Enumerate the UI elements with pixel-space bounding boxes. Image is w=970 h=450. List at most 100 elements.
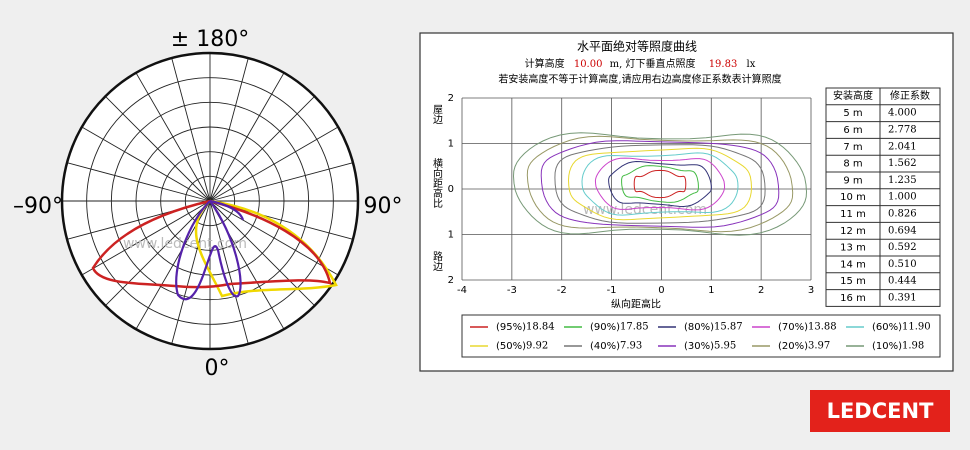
- logo-box: [810, 390, 950, 432]
- table-cell: 4.000: [888, 108, 917, 119]
- y-tick-label: 1: [448, 139, 454, 150]
- legend-label: (70%): [778, 322, 808, 333]
- table-cell: 16 m: [840, 293, 866, 304]
- legend: (95%) 18.84 (90%) 17.85 (80%) 15.87 (70%) 13.88…: [470, 322, 931, 352]
- polar-border: [60, 51, 360, 351]
- polar-spoke: [209, 72, 285, 202]
- intensity-curve: [91, 199, 332, 289]
- table-cell: 14 m: [840, 259, 866, 270]
- polar-spoke: [105, 96, 211, 202]
- table-header: 安装高度: [833, 89, 873, 102]
- polar-spoke: [171, 200, 211, 345]
- x-tick-label: -1: [607, 285, 617, 296]
- table-cell: 7 m: [843, 142, 862, 153]
- contour-line: [608, 160, 712, 208]
- x-tick-label: -2: [557, 285, 567, 296]
- legend-value: 9.92: [526, 341, 548, 352]
- legend-label: (40%): [590, 341, 620, 352]
- legend-value: 11.90: [902, 322, 931, 333]
- legend-label: (10%): [872, 341, 902, 352]
- x-axis-label: 纵向距高比: [611, 298, 661, 311]
- correction-table: 安装高度 修正系数 5 m 4.000 6 m 2.778 7 m 2.041 8 m 1.562…: [825, 87, 941, 307]
- legend-value: 13.88: [808, 322, 837, 333]
- contour-subtitle: 计算高度 10.00 m, 灯下垂直点照度 19.83 lx: [525, 57, 756, 70]
- polar-spoke: [135, 72, 211, 202]
- x-tick-label: 0: [658, 285, 664, 296]
- table-cell: 0.391: [888, 293, 917, 304]
- table-border: [825, 87, 941, 307]
- table-cell: 8 m: [843, 159, 862, 170]
- table-cell: 1.000: [888, 192, 917, 203]
- contour-line: [540, 140, 780, 228]
- x-tick-label: -3: [507, 285, 517, 296]
- polar-label: 90°: [364, 194, 403, 219]
- legend-label: (95%): [496, 322, 526, 333]
- y-axis-label: 屋边: [431, 104, 443, 125]
- legend-value: 7.93: [620, 341, 642, 352]
- y-tick-label: 0: [448, 184, 454, 195]
- legend-value: 17.85: [620, 322, 649, 333]
- legend-value: 18.84: [526, 322, 555, 333]
- table-cell: 13 m: [840, 243, 866, 254]
- polar-label: –90°: [13, 194, 63, 219]
- intensity-curve: [175, 199, 245, 301]
- contour-line: [581, 152, 739, 216]
- polar-label: 0°: [205, 356, 230, 381]
- table-cell: 2.778: [888, 125, 917, 136]
- y-axis-label: 路边: [431, 250, 443, 272]
- legend-value: 1.98: [902, 341, 924, 352]
- polar-spoke: [209, 126, 339, 202]
- polar-chart: www.ledcent.com: [60, 51, 360, 351]
- table-cell: 1.562: [888, 158, 917, 169]
- legend-label: (80%): [684, 322, 714, 333]
- table-cell: 5 m: [843, 108, 862, 119]
- subtitle-illuminance: 19.83: [709, 59, 738, 70]
- polar-spoke: [209, 57, 249, 202]
- polar-label: ± 180°: [171, 27, 249, 52]
- x-tick-label: 3: [808, 285, 814, 296]
- contour-line: [567, 147, 753, 221]
- legend-label: (90%): [590, 322, 620, 333]
- subtitle-height: 10.00: [574, 59, 603, 70]
- table-cell: 0.510: [888, 259, 917, 270]
- polar-spoke: [171, 57, 211, 202]
- table-cell: 0.694: [888, 225, 917, 236]
- y-axis-label: 横向距高比: [431, 157, 443, 208]
- contour-line: [594, 157, 726, 211]
- contour-line: [526, 135, 794, 233]
- intensity-curve: [194, 199, 338, 298]
- contour-title: 水平面绝对等照度曲线: [577, 39, 697, 54]
- polar-spoke: [209, 162, 354, 202]
- legend-label: (30%): [684, 341, 714, 352]
- legend-value: 15.87: [714, 322, 743, 333]
- legend-label: (60%): [872, 322, 902, 333]
- y-tick-label: 2: [448, 93, 454, 104]
- table-cell: 0.592: [888, 242, 917, 253]
- polar-spoke: [105, 200, 211, 306]
- polar-spoke: [209, 200, 339, 276]
- x-tick-label: -4: [457, 285, 467, 296]
- legend-label: (50%): [496, 341, 526, 352]
- polar-spoke: [209, 200, 249, 345]
- y-tick-label: 1: [448, 230, 454, 241]
- legend-value: 3.97: [808, 341, 830, 352]
- table-cell: 6 m: [843, 125, 862, 136]
- table-cell: 15 m: [840, 276, 866, 287]
- table-cell: 0.826: [888, 209, 917, 220]
- table-cell: 11 m: [840, 209, 866, 220]
- y-tick-label: 2: [448, 275, 454, 286]
- contour-note: 若安装高度不等于计算高度,请应用右边高度修正系数表计算照度: [498, 73, 781, 86]
- subtitle-text: 计算高度: [525, 57, 565, 70]
- table-header: 修正系数: [890, 89, 930, 102]
- polar-spoke: [66, 162, 211, 202]
- table-cell: 1.235: [888, 175, 917, 186]
- logo: LEDCENT: [827, 399, 934, 423]
- polar-spoke: [81, 126, 211, 202]
- polar-spoke: [209, 96, 315, 202]
- legend-value: 5.95: [714, 341, 736, 352]
- contour-line: [512, 132, 808, 236]
- contour-line: [633, 169, 687, 199]
- table-cell: 10 m: [840, 192, 866, 203]
